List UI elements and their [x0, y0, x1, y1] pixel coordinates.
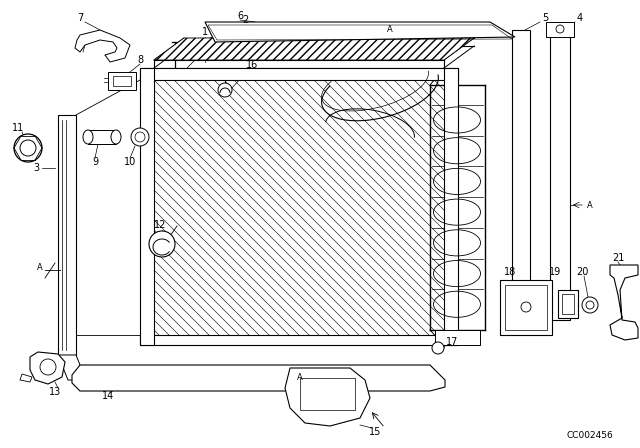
Circle shape	[131, 128, 149, 146]
Text: 19: 19	[549, 267, 561, 277]
Circle shape	[556, 25, 564, 33]
Circle shape	[218, 83, 232, 97]
Polygon shape	[58, 355, 86, 380]
Text: A: A	[37, 263, 43, 272]
Text: 1: 1	[202, 27, 208, 37]
Bar	[500, 280, 552, 335]
Polygon shape	[30, 352, 65, 384]
Circle shape	[521, 302, 531, 312]
Text: 8: 8	[137, 55, 143, 65]
Polygon shape	[140, 68, 458, 80]
Text: A: A	[387, 26, 393, 34]
Bar	[300, 378, 355, 410]
Bar	[505, 285, 547, 330]
Text: 14: 14	[102, 391, 114, 401]
Polygon shape	[20, 374, 32, 382]
Polygon shape	[444, 68, 458, 345]
Polygon shape	[72, 365, 445, 391]
Polygon shape	[140, 335, 458, 345]
Text: CC002456: CC002456	[566, 431, 613, 439]
Text: A: A	[297, 374, 303, 383]
Polygon shape	[75, 30, 130, 62]
Circle shape	[432, 342, 444, 354]
Circle shape	[14, 134, 42, 162]
Circle shape	[149, 231, 175, 257]
Polygon shape	[140, 68, 154, 345]
Circle shape	[582, 297, 598, 313]
Bar	[113, 76, 131, 86]
Bar	[154, 80, 444, 335]
Bar	[558, 290, 578, 318]
Bar	[58, 115, 76, 355]
Circle shape	[40, 359, 56, 375]
Text: 12: 12	[154, 220, 166, 230]
Polygon shape	[154, 38, 474, 60]
Text: 5: 5	[542, 13, 548, 23]
Text: 17: 17	[446, 337, 458, 347]
Text: 15: 15	[369, 427, 381, 437]
Text: 20: 20	[576, 267, 588, 277]
Text: 11: 11	[12, 123, 24, 133]
Ellipse shape	[83, 130, 93, 144]
Circle shape	[20, 140, 36, 156]
Text: 13: 13	[49, 387, 61, 397]
Text: 6: 6	[237, 11, 243, 21]
Text: 18: 18	[504, 267, 516, 277]
Text: 21: 21	[612, 253, 624, 263]
Text: 2: 2	[242, 15, 248, 25]
Circle shape	[135, 132, 145, 142]
Bar	[512, 30, 530, 310]
Circle shape	[586, 301, 594, 309]
Bar	[550, 25, 570, 320]
Bar	[88, 130, 116, 144]
Polygon shape	[205, 22, 515, 42]
Text: 4: 4	[577, 13, 583, 23]
Polygon shape	[285, 368, 370, 426]
Bar	[435, 330, 480, 345]
Text: 9: 9	[92, 157, 98, 167]
Bar	[108, 72, 136, 90]
Text: 16: 16	[246, 60, 258, 70]
Text: 3: 3	[33, 163, 39, 173]
Bar	[562, 294, 574, 314]
Text: 10: 10	[124, 157, 136, 167]
Ellipse shape	[111, 130, 121, 144]
Bar	[546, 22, 574, 37]
Text: 7: 7	[77, 13, 83, 23]
Polygon shape	[610, 265, 638, 340]
Text: A: A	[587, 201, 593, 210]
